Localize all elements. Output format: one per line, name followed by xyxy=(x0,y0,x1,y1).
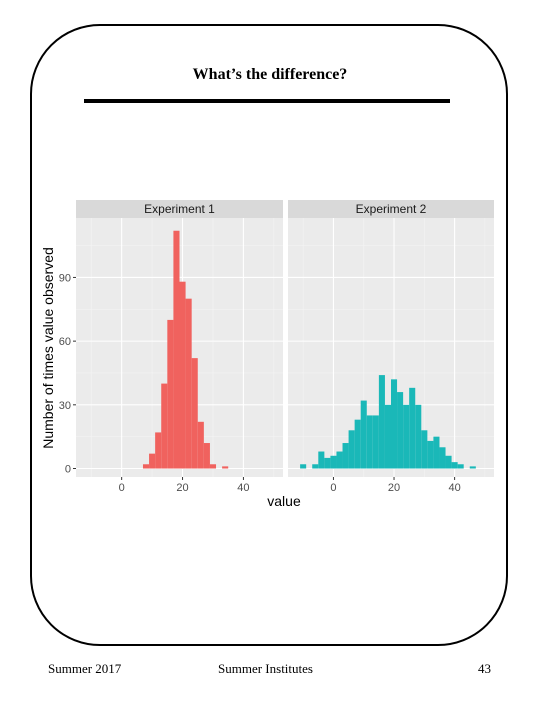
x-tick-label: 20 xyxy=(176,482,188,494)
histogram-bar xyxy=(173,230,180,469)
histogram-bar xyxy=(324,457,331,469)
histogram-bar xyxy=(378,375,385,469)
x-tick-label: 20 xyxy=(388,482,400,494)
histogram-bar xyxy=(149,453,156,469)
histogram-bar xyxy=(142,464,150,469)
histogram-bar xyxy=(451,462,458,469)
histogram-bar xyxy=(354,419,361,469)
histogram-bar xyxy=(300,464,307,469)
histogram-bar xyxy=(179,281,186,469)
facet-strip xyxy=(288,200,494,218)
x-tick-label: 40 xyxy=(448,482,460,494)
histogram-bar xyxy=(415,404,422,469)
histogram-bar xyxy=(167,319,174,469)
histogram-bar xyxy=(372,415,379,469)
title-underline xyxy=(84,99,450,103)
histogram-bar xyxy=(457,464,464,469)
footer-institution: Summer Institutes xyxy=(218,661,313,676)
histogram-bar xyxy=(330,455,337,469)
histogram-bar xyxy=(433,436,440,469)
facet-strip xyxy=(76,200,283,218)
histogram-bar xyxy=(391,379,398,469)
histogram-bar xyxy=(469,466,476,469)
facet-label: Experiment 2 xyxy=(356,202,427,216)
footer-date: Summer 2017 xyxy=(48,661,122,676)
slide-frame xyxy=(30,24,508,646)
histogram-bar xyxy=(318,451,325,469)
y-axis-title: Number of times value observed xyxy=(40,247,56,449)
histogram-bar xyxy=(336,451,343,469)
histogram-bar xyxy=(312,464,319,469)
y-tick-label: 0 xyxy=(65,464,71,476)
histogram-bar xyxy=(445,455,452,469)
histogram-bar xyxy=(342,443,349,469)
histogram-bar xyxy=(222,466,229,469)
x-tick-label: 0 xyxy=(119,482,125,494)
x-axis-title: value xyxy=(267,493,301,509)
histogram-bar xyxy=(439,447,446,469)
histogram-bar xyxy=(185,298,192,469)
histogram-bar xyxy=(384,404,391,469)
histogram-bar xyxy=(409,387,416,469)
y-tick-label: 60 xyxy=(59,336,71,348)
histogram-bar xyxy=(360,400,367,469)
histogram-bar xyxy=(421,430,428,469)
panel-2: Experiment 2 0 20 40 xyxy=(288,200,494,494)
histogram-bar xyxy=(397,392,404,469)
histogram-bar xyxy=(203,443,210,469)
histogram-bar xyxy=(191,358,198,469)
facet-label: Experiment 1 xyxy=(144,202,215,216)
x-tick-label: 40 xyxy=(237,482,249,494)
histogram-bar xyxy=(155,432,162,469)
x-tick-label: 0 xyxy=(330,482,336,494)
slide-title: What’s the difference? xyxy=(192,66,348,83)
histogram-bar xyxy=(348,430,355,469)
histogram-bar xyxy=(209,464,217,469)
histogram-bar xyxy=(366,415,373,469)
histogram-bar xyxy=(427,440,434,469)
y-tick-label: 30 xyxy=(59,400,71,412)
histogram-bar xyxy=(197,421,204,469)
page-number: 43 xyxy=(478,661,491,676)
histogram-bar xyxy=(161,383,168,469)
panel-1: Experiment 1 0 20 40 xyxy=(76,200,283,494)
y-tick-label: 90 xyxy=(59,272,71,284)
histogram-bar xyxy=(403,404,410,469)
